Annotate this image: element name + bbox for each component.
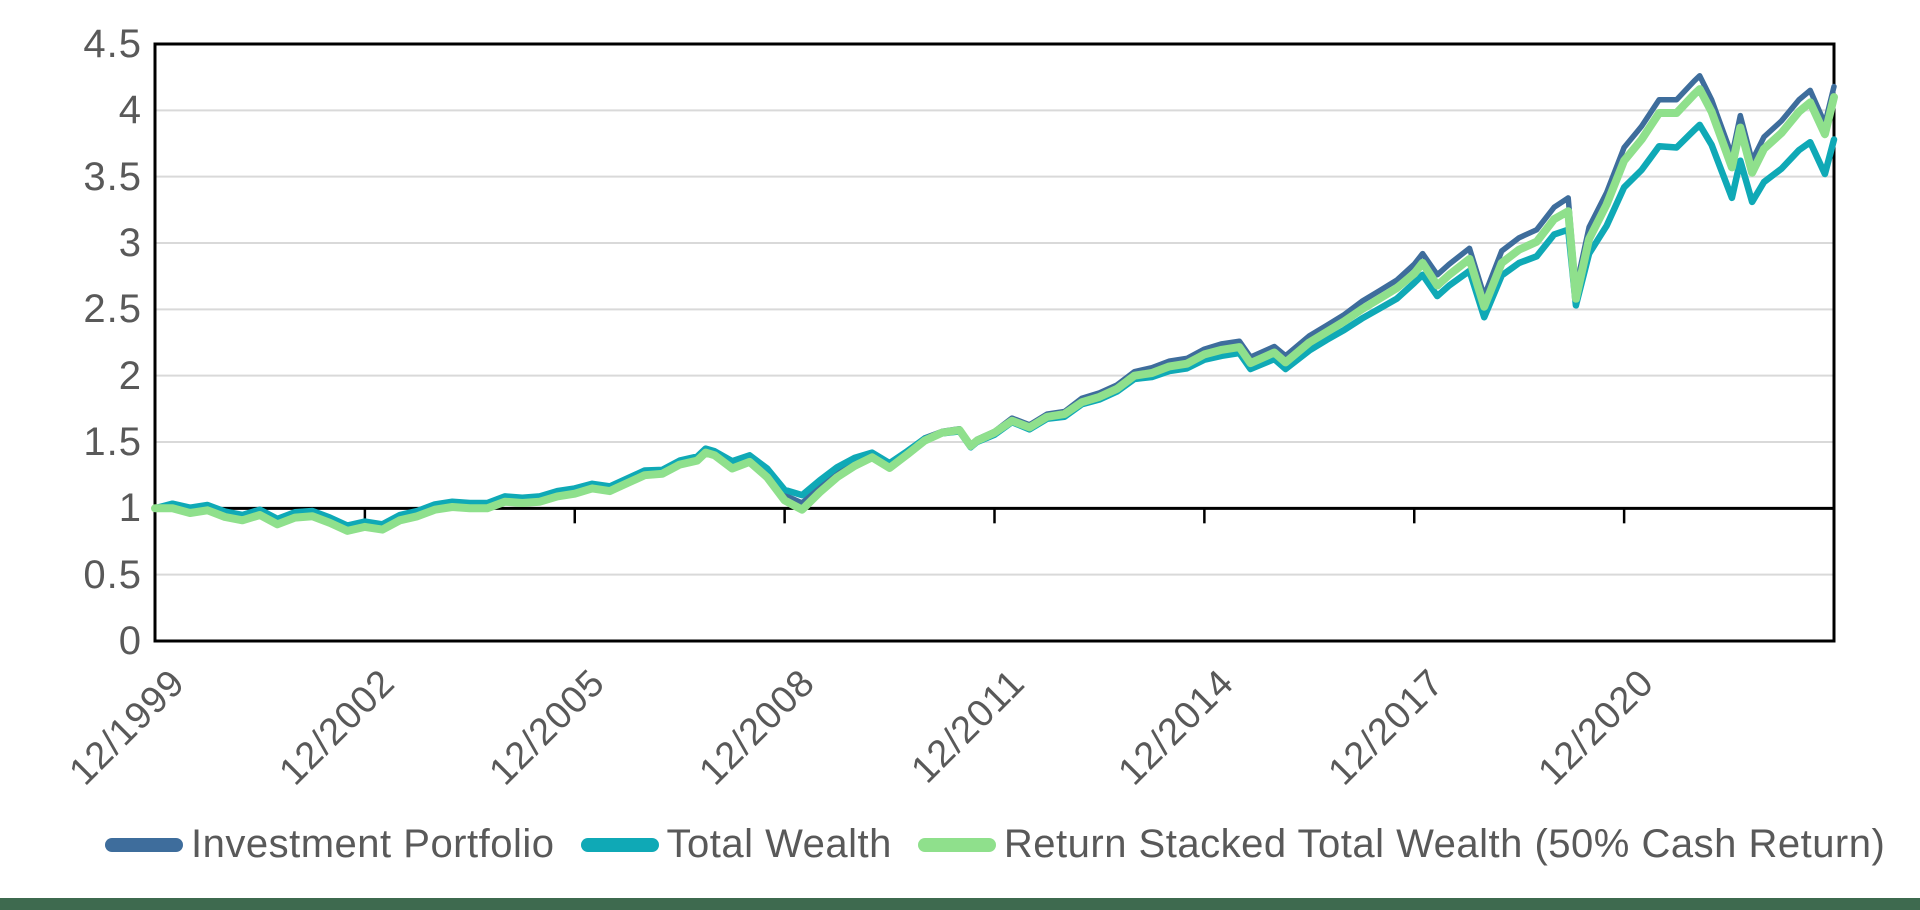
y-axis-label: 3 — [118, 221, 142, 265]
legend-label-return-stacked: Return Stacked Total Wealth (50% Cash Re… — [1003, 822, 1886, 866]
y-axis-label: 2 — [118, 353, 142, 398]
y-axis-label: 1.5 — [83, 420, 142, 464]
y-axis-label: 3.5 — [83, 154, 142, 199]
plot-border — [153, 42, 1836, 643]
legend-item-total-wealth: Total Wealth — [580, 822, 892, 867]
y-axis-label: 4.5 — [83, 22, 142, 66]
legend-swatch-return-stacked — [917, 837, 996, 852]
y-axis-label: 4 — [118, 88, 142, 133]
legend-swatch-investment-portfolio — [105, 837, 183, 852]
series-line-total-wealth — [151, 121, 1838, 529]
legend-swatch-total-wealth — [580, 837, 659, 852]
chart-legend: Investment Portfolio Total Wealth Return… — [105, 822, 1885, 867]
series-line-return-stacked-total-wealth-50-cash-return — [151, 85, 1838, 535]
y-axis-label: 0 — [118, 619, 142, 663]
y-axis-label: 0.5 — [83, 552, 142, 597]
y-axis-label: 2.5 — [83, 287, 142, 332]
series-line-investment-portfolio — [152, 73, 1837, 531]
legend-item-return-stacked: Return Stacked Total Wealth (50% Cash Re… — [917, 822, 1886, 867]
legend-label-investment-portfolio: Investment Portfolio — [191, 822, 555, 866]
y-axis-label: 1 — [118, 486, 142, 531]
legend-item-investment-portfolio: Investment Portfolio — [105, 822, 555, 867]
legend-label-total-wealth: Total Wealth — [666, 822, 892, 866]
footer-accent-bar — [0, 898, 1920, 910]
